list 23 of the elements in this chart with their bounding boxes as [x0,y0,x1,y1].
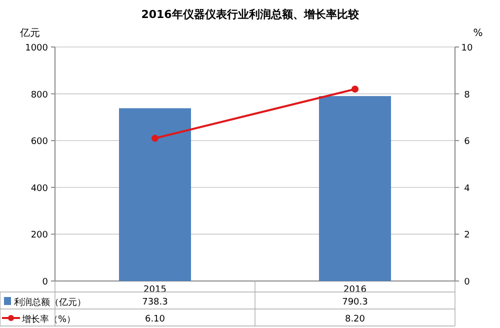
y2-tick-label: 0 [464,278,470,288]
y-tick-label: 200 [30,230,48,241]
y-tick-label: 0 [42,278,48,288]
y-tick-label: 800 [30,90,48,100]
data-label: 6.10 [144,314,166,324]
y2-tick-label: 2 [464,230,470,241]
y2-tick-label: 10 [461,44,473,54]
data-label: 790.3 [342,298,368,308]
chart-title: 2016年仪器仪表行业利润总额、增长率比较 [141,8,360,21]
x-tick-label: 2015 [144,285,166,295]
y-tick-label: 1000 [25,44,48,54]
y-axis-title: 亿元 [19,28,40,39]
y2-tick-label: 4 [464,184,470,194]
legend-label: 增长率（%） [21,314,76,325]
y2-axis-title: % [473,28,483,39]
x-tick-label: 2016 [344,285,367,295]
y2-tick-label: 8 [464,90,470,100]
y2-tick-label: 6 [464,137,470,148]
legend-label: 利润总额（亿元） [14,297,86,308]
data-label: 8.20 [344,314,366,324]
data-label: 738.3 [142,298,168,308]
y-tick-label: 600 [30,137,48,148]
y-tick-label: 400 [30,184,48,194]
